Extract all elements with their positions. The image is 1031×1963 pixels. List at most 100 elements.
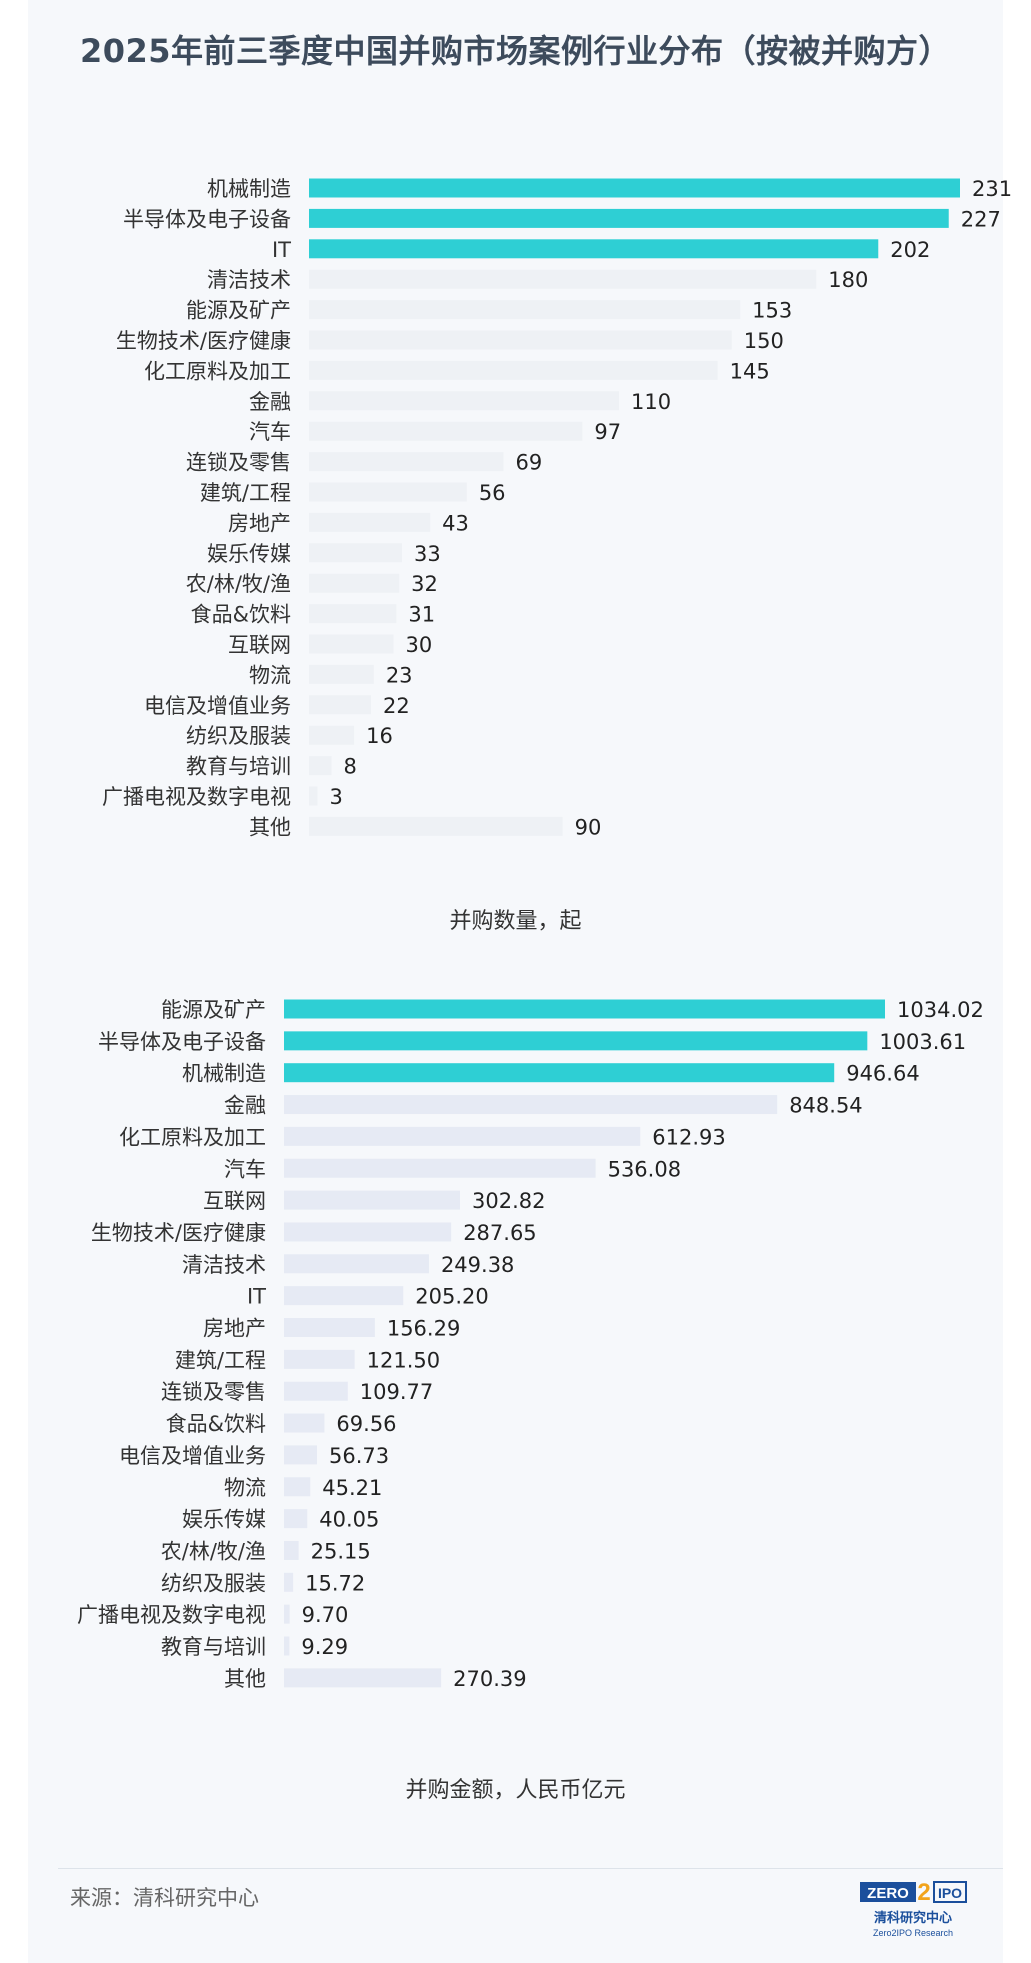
svg-text:ZERO: ZERO [867,1885,909,1902]
bar [309,664,374,684]
x-axis-label-count: 并购数量，起 [449,909,582,934]
bar [284,1349,355,1369]
category-label: 电信及增值业务 [119,1444,266,1468]
value-label: 69 [515,451,542,475]
value-label: 56 [479,481,506,505]
category-label: 清洁技术 [182,1253,266,1277]
category-label: 互联网 [228,633,291,657]
category-label: 化工原料及加工 [119,1125,266,1149]
value-label: 153 [752,299,792,323]
value-label: 536.08 [608,1157,681,1181]
bar [284,1477,311,1497]
value-label: 25.15 [311,1539,371,1563]
value-label: 69.56 [336,1412,396,1436]
bar [309,573,400,593]
category-label: 娱乐传媒 [182,1508,266,1532]
category-label: 清洁技术 [207,268,291,292]
bar [309,695,371,715]
category-label: 广播电视及数字电视 [102,785,291,809]
value-label: 227 [961,207,1001,231]
category-label: 化工原料及加工 [144,359,291,383]
category-label: IT [272,238,291,262]
category-label: 半导体及电子设备 [98,1030,266,1054]
category-label: 教育与培训 [161,1635,266,1659]
category-label: 生物技术/医疗健康 [91,1221,266,1245]
bar [309,756,332,776]
bar [309,330,732,350]
category-label: 金融 [224,1094,266,1118]
value-label: 16 [366,724,393,748]
value-label: 110 [631,390,671,414]
bar [309,391,619,411]
value-label: 90 [575,815,602,839]
category-label: 广播电视及数字电视 [77,1603,266,1627]
bar-chart-amount: 能源及矿产 1034.02 半导体及电子设备 1003.61 机械制造 946.64 金融 8… [77,998,984,1691]
category-label: 物流 [249,663,291,687]
category-label: IT [247,1285,266,1309]
category-label: 半导体及电子设备 [123,207,291,231]
bar [309,178,960,198]
value-label: 202 [890,238,930,262]
bar [309,634,394,654]
bar [284,1572,294,1592]
value-label: 121.50 [367,1348,440,1372]
category-label: 机械制造 [182,1062,266,1086]
value-label: 40.05 [319,1508,379,1532]
category-label: 金融 [249,390,291,414]
category-label: 农/林/牧/渔 [186,572,291,596]
category-label: 机械制造 [207,177,291,201]
value-label: 156.29 [387,1317,460,1341]
bar [284,1063,835,1083]
value-label: 8 [344,755,357,779]
category-label: 其他 [224,1667,266,1691]
bar [284,1636,290,1656]
x-axis-label-amount: 并购金额，人民币亿元 [405,1778,626,1803]
category-label: 汽车 [224,1157,266,1181]
category-label: 汽车 [249,420,291,444]
bar [309,239,879,259]
value-label: 612.93 [652,1125,725,1149]
value-label: 56.73 [329,1444,389,1468]
value-label: 145 [730,359,770,383]
bar [284,1668,442,1688]
value-label: 97 [594,420,621,444]
bar [284,1286,404,1306]
bar [309,786,318,806]
value-label: 180 [828,268,868,292]
value-label: 287.65 [463,1221,536,1245]
bar [309,604,397,624]
value-label: 45.21 [322,1476,382,1500]
value-label: 302.82 [472,1189,545,1213]
bar [284,1413,325,1433]
svg-text:IPO: IPO [938,1885,962,1901]
value-label: 1034.02 [897,998,984,1022]
category-label: 建筑/工程 [175,1348,266,1372]
category-label: 能源及矿产 [186,299,291,323]
value-label: 249.38 [441,1253,514,1277]
value-label: 946.64 [846,1062,919,1086]
svg-text:Zero2IPO Research: Zero2IPO Research [873,1928,953,1938]
value-label: 32 [411,572,438,596]
bar [309,816,563,836]
category-label: 互联网 [203,1189,266,1213]
bar [309,452,504,472]
category-label: 其他 [249,815,291,839]
value-label: 109.77 [360,1380,433,1404]
value-label: 205.20 [415,1285,488,1309]
value-label: 150 [744,329,784,353]
category-label: 农/林/牧/渔 [161,1539,266,1563]
bar [284,1318,375,1337]
category-label: 娱乐传媒 [207,542,291,566]
bar [309,360,718,380]
value-label: 848.54 [789,1094,862,1118]
chart-title: 2025年前三季度中国并购市场案例行业分布（按被并购方） [79,32,952,70]
category-label: 食品&饮料 [191,603,291,627]
category-label: 纺织及服装 [186,724,291,748]
bar [309,725,355,745]
category-label: 物流 [224,1476,266,1500]
bar [309,543,402,563]
value-label: 33 [414,542,441,566]
category-label: 连锁及零售 [161,1380,266,1404]
bar [284,1540,299,1560]
bar [284,1445,317,1465]
